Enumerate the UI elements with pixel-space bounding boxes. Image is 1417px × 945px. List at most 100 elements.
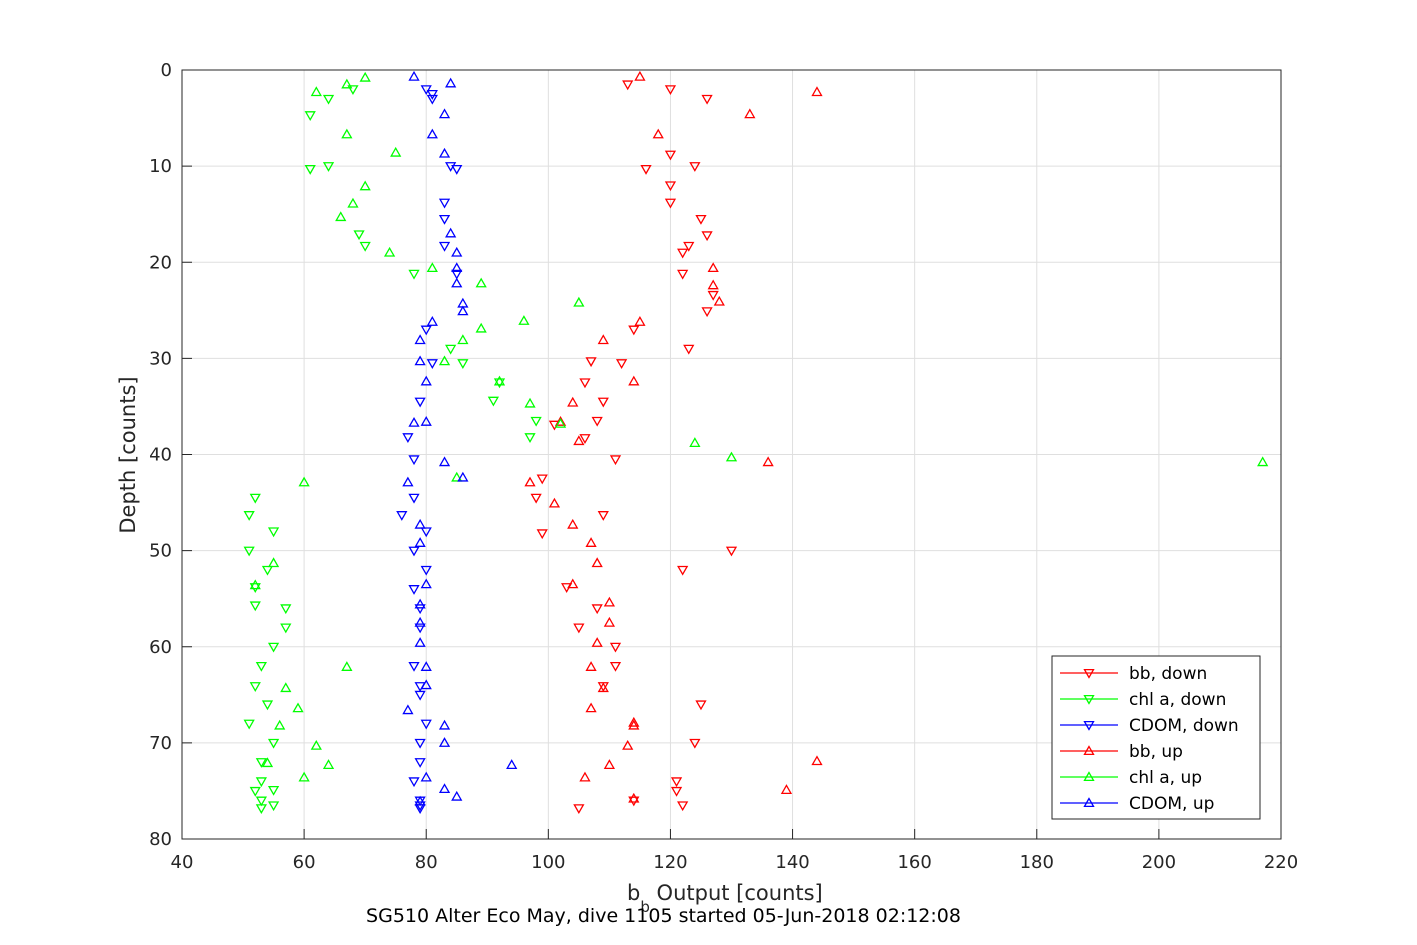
series-0: [530, 80, 738, 815]
data-point: [554, 417, 567, 428]
data-point: [487, 396, 500, 407]
data-point: [579, 378, 591, 389]
x-tick-label: 120: [653, 852, 687, 873]
data-point: [261, 757, 274, 768]
data-point: [597, 334, 609, 345]
data-point: [267, 527, 280, 538]
data-point: [701, 231, 713, 242]
data-point: [402, 704, 414, 715]
data-point: [597, 397, 609, 408]
data-point: [780, 784, 793, 795]
data-point: [322, 162, 335, 172]
data-point: [383, 246, 396, 257]
data-point: [603, 759, 616, 770]
data-point: [536, 529, 548, 540]
data-point: [634, 316, 646, 326]
data-point: [585, 537, 597, 547]
data-point: [420, 661, 432, 671]
data-point: [457, 305, 469, 316]
data-point: [420, 565, 432, 576]
data-point: [249, 583, 261, 593]
data-point: [628, 796, 640, 807]
y-tick-label: 80: [149, 829, 172, 850]
data-point: [255, 777, 267, 788]
data-point: [683, 344, 695, 355]
data-point: [414, 537, 426, 547]
data-point: [280, 604, 292, 615]
data-point: [573, 804, 585, 815]
data-point: [420, 416, 432, 426]
data-point: [261, 565, 274, 576]
series-1: [243, 85, 542, 815]
data-point: [475, 322, 487, 333]
data-point: [341, 661, 353, 671]
data-point: [554, 416, 567, 426]
y-tick-label: 70: [149, 733, 172, 754]
data-point: [408, 455, 420, 466]
y-tick-label: 40: [149, 445, 172, 466]
data-point: [640, 164, 652, 175]
data-point: [298, 476, 310, 487]
data-point: [420, 578, 432, 589]
data-point: [310, 739, 322, 750]
data-point: [664, 150, 677, 161]
data-point: [408, 585, 420, 595]
data-point: [585, 661, 597, 671]
data-point: [677, 801, 689, 812]
data-point: [573, 623, 585, 634]
data-point: [744, 108, 756, 119]
data-point: [591, 416, 603, 427]
data-point: [267, 642, 280, 653]
x-tick-label: 100: [531, 852, 565, 873]
data-point: [267, 801, 280, 812]
series-3: [524, 70, 823, 803]
data-point: [420, 85, 432, 96]
data-point: [1257, 456, 1269, 467]
data-point: [396, 511, 408, 521]
data-point: [609, 455, 622, 466]
data-point: [414, 795, 426, 806]
data-point: [420, 325, 432, 336]
data-point: [664, 181, 677, 192]
data-point: [243, 719, 255, 730]
y-tick-label: 60: [149, 637, 172, 658]
data-point: [249, 493, 261, 504]
data-point: [359, 241, 371, 252]
data-point: [426, 128, 438, 139]
data-point: [438, 198, 451, 209]
data-point: [524, 476, 536, 487]
legend-marker: [1083, 668, 1095, 679]
data-point: [628, 792, 640, 803]
data-point: [341, 78, 353, 89]
data-point: [249, 579, 261, 590]
data-point: [707, 279, 719, 290]
data-point: [451, 246, 463, 257]
data-point: [438, 456, 451, 467]
data-point: [426, 316, 438, 326]
data-point: [408, 661, 420, 672]
data-point: [414, 616, 426, 627]
x-tick-label: 180: [1020, 852, 1054, 873]
data-point: [811, 755, 823, 766]
data-point: [609, 661, 622, 672]
data-point: [249, 601, 261, 612]
data-point: [414, 334, 426, 345]
data-point: [414, 355, 426, 366]
data-point: [524, 397, 536, 408]
data-point: [548, 497, 561, 508]
data-point: [438, 737, 451, 747]
data-point: [725, 451, 738, 462]
data-point: [451, 471, 463, 482]
data-point: [414, 518, 426, 529]
data-point: [634, 70, 646, 81]
data-point: [335, 211, 347, 222]
data-point: [603, 616, 616, 627]
data-point: [390, 146, 402, 157]
data-point: [677, 565, 689, 576]
legend-label: bb, up: [1129, 742, 1183, 762]
legend-marker: [1083, 771, 1095, 782]
data-point: [451, 269, 463, 280]
data-point: [255, 661, 267, 672]
x-tick-label: 40: [171, 852, 194, 873]
